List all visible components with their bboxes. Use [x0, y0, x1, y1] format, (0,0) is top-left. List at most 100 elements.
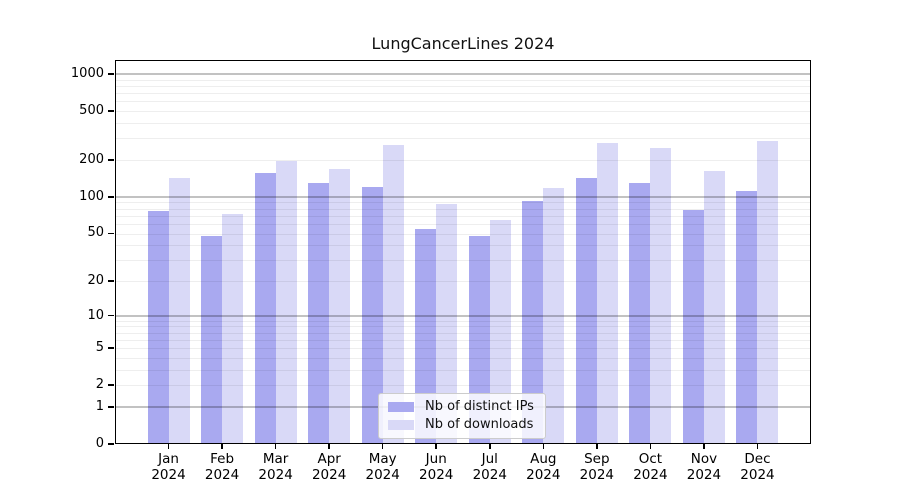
minor-gridline [115, 281, 811, 282]
y-tick-label: 2 [95, 377, 104, 393]
x-tick-mark [756, 444, 759, 449]
x-tick-mark [596, 444, 598, 449]
y-tick-mark [108, 347, 114, 349]
bar-downloads [436, 203, 458, 444]
bar-distinct-ips [415, 229, 437, 444]
x-tick-label: Aug 2024 [526, 451, 561, 483]
bar-downloads [650, 147, 672, 444]
minor-gridline [115, 101, 811, 103]
x-tick-mark [381, 444, 384, 449]
legend-label-distinct-ips: Nb of distinct IPs [425, 399, 534, 414]
x-tick-mark [703, 444, 705, 449]
y-tick-mark [108, 232, 114, 235]
x-tick-label: May 2024 [365, 451, 400, 483]
minor-gridline [115, 320, 811, 322]
minor-gridline [115, 332, 811, 334]
bar-downloads [703, 170, 725, 444]
minor-gridline [115, 202, 811, 204]
y-tick-mark [108, 73, 114, 75]
legend: Nb of distinct IPs Nb of downloads [378, 393, 546, 439]
y-tick-mark [108, 196, 114, 198]
minor-gridline [115, 215, 811, 217]
bar-downloads [596, 143, 618, 444]
bar-distinct-ips [254, 172, 276, 444]
bar-distinct-ips [361, 187, 383, 444]
bar-downloads [168, 177, 190, 444]
x-tick-label: Jan 2024 [151, 451, 186, 483]
minor-gridline [115, 339, 811, 341]
x-tick-mark [649, 444, 652, 449]
bar-distinct-ips [522, 200, 544, 444]
x-tick-mark [435, 444, 438, 449]
minor-gridline [115, 233, 811, 235]
bar-downloads [543, 188, 565, 444]
y-tick-label: 0 [95, 436, 104, 451]
bar-distinct-ips [629, 182, 651, 444]
bar-distinct-ips [736, 190, 758, 444]
minor-gridline [115, 369, 811, 371]
legend-entry-distinct-ips: Nb of distinct IPs [388, 399, 534, 414]
x-tick-label: Dec 2024 [740, 451, 775, 483]
legend-swatch-downloads [388, 419, 414, 430]
y-tick-label: 1000 [70, 66, 104, 82]
plot-area: Nb of distinct IPs Nb of downloads [115, 60, 811, 444]
legend-label-downloads: Nb of downloads [425, 417, 534, 432]
y-tick-mark [108, 110, 114, 112]
y-tick-label: 1 [95, 398, 104, 414]
bar-distinct-ips [468, 235, 490, 444]
bar-downloads [275, 160, 297, 444]
minor-gridline [115, 385, 811, 387]
y-tick-label: 20 [87, 272, 104, 288]
x-tick-label: Jun 2024 [419, 451, 454, 483]
bar-distinct-ips [308, 182, 330, 444]
x-tick-mark [167, 444, 170, 449]
x-tick-mark [328, 444, 330, 449]
bar-downloads [489, 219, 511, 444]
minor-gridline [115, 326, 811, 328]
major-gridline [115, 73, 811, 75]
x-tick-mark [542, 444, 545, 449]
x-tick-label: Oct 2024 [633, 451, 668, 483]
bar-downloads [329, 168, 351, 444]
y-tick-label: 200 [79, 152, 104, 167]
y-tick-mark [108, 314, 114, 317]
bar-downloads [382, 144, 404, 444]
minor-gridline [115, 223, 811, 225]
major-gridline [115, 195, 811, 198]
minor-gridline [115, 123, 811, 124]
major-gridline [115, 314, 811, 317]
chart-title: LungCancerLines 2024 [371, 34, 555, 53]
minor-gridline [115, 93, 811, 95]
bar-downloads [222, 214, 244, 444]
minor-gridline [115, 111, 811, 113]
bar-distinct-ips [682, 210, 704, 444]
bar-distinct-ips [147, 211, 169, 444]
minor-gridline [115, 160, 811, 161]
x-tick-label: Sep 2024 [579, 451, 615, 483]
y-tick-label: 500 [79, 103, 104, 119]
y-tick-label: 10 [87, 307, 104, 323]
minor-gridline [115, 86, 811, 87]
minor-gridline [115, 357, 811, 359]
bar-distinct-ips [575, 177, 597, 444]
bar-downloads [757, 140, 779, 444]
x-tick-mark [488, 444, 491, 449]
y-tick-label: 5 [95, 340, 104, 356]
x-tick-label: Jul 2024 [472, 451, 507, 483]
y-tick-mark [108, 280, 114, 282]
x-tick-label: Nov 2024 [686, 451, 722, 483]
x-tick-label: Feb 2024 [204, 451, 240, 483]
y-tick-mark [108, 159, 114, 161]
x-tick-label: Mar 2024 [258, 451, 293, 483]
minor-gridline [115, 208, 811, 210]
legend-entry-downloads: Nb of downloads [388, 417, 534, 432]
x-tick-label: Apr 2024 [311, 451, 347, 483]
legend-swatch-distinct-ips [388, 401, 414, 412]
minor-gridline [115, 79, 811, 81]
minor-gridline [115, 260, 811, 262]
y-tick-label: 50 [87, 225, 104, 241]
y-tick-mark [108, 406, 114, 408]
minor-gridline [115, 138, 811, 140]
y-tick-mark [108, 384, 114, 386]
